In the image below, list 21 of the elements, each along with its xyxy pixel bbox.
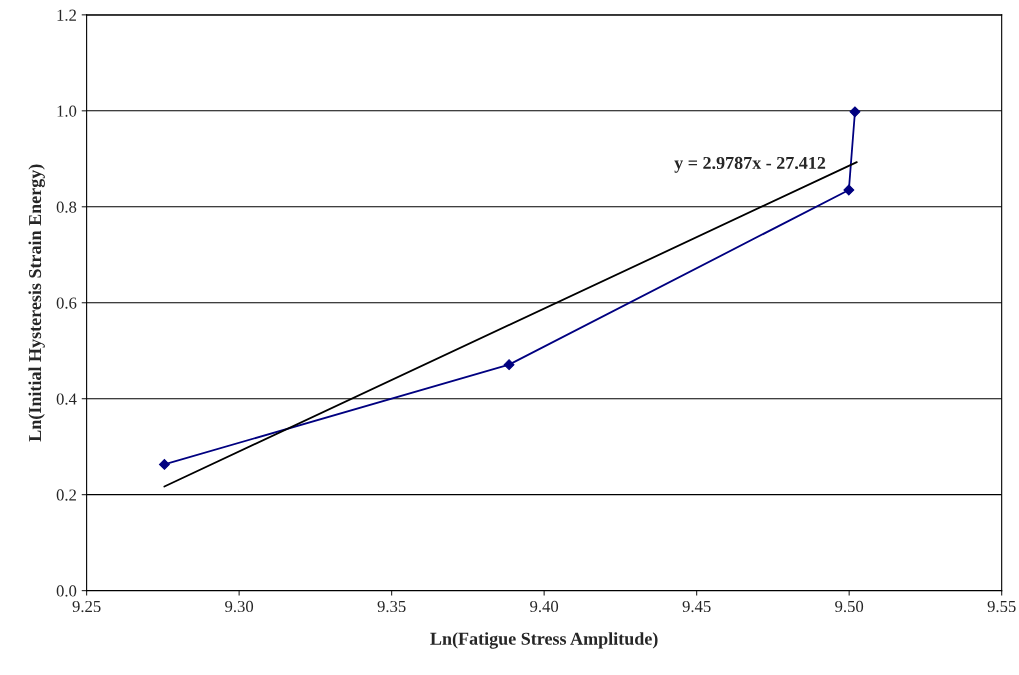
point (158, 459, 170, 470)
y-tick-label: 0.4 (56, 393, 77, 405)
point (849, 106, 861, 118)
y-tick-label: 0.2 (56, 489, 76, 501)
x-tick-label: 9.50 (835, 600, 864, 613)
x-tick-label: 9.35 (377, 600, 406, 613)
x-axis-title: Ln(Fatigue Stress Amplitude) (430, 632, 658, 649)
y-tick-label: 0.8 (56, 201, 77, 213)
x-tick-label: 9.30 (225, 600, 254, 613)
point (843, 184, 855, 196)
annotation: y = 2.9787x - 27.412 (674, 156, 826, 173)
y-axis-title: Ln(Initial Hysteresis Strain Energy) (28, 164, 45, 442)
x-tick-label: 9.45 (682, 600, 711, 613)
x-tick-label: 9.40 (530, 600, 559, 613)
y-tick-label: 0.0 (56, 585, 77, 597)
point (503, 359, 515, 371)
y-tick-label: 1.2 (57, 9, 76, 21)
x-tick-label: 9.55 (987, 600, 1016, 613)
y-tick-label: 0.6 (56, 297, 77, 309)
y-tick-label: 1.0 (57, 105, 77, 117)
x-tick-label: 9.25 (72, 600, 101, 613)
